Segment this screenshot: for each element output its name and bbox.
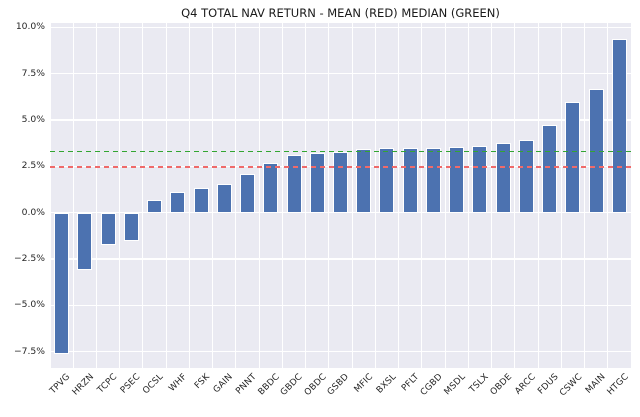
y-tick-label: −2.5% bbox=[13, 253, 45, 265]
x-tick-label-wrap: HTGC bbox=[523, 372, 630, 397]
gridline-vertical bbox=[165, 23, 167, 368]
gridline-horizontal bbox=[50, 351, 631, 353]
bar-WHF bbox=[170, 192, 186, 213]
y-tick-label: 2.5% bbox=[21, 160, 45, 172]
bar-MSDL bbox=[449, 146, 465, 213]
gridline-vertical bbox=[212, 23, 214, 368]
y-tick-label: −5.0% bbox=[13, 299, 45, 311]
gridline-vertical bbox=[607, 23, 609, 368]
bar-OCSL bbox=[147, 199, 163, 213]
bar-PNNT bbox=[240, 173, 256, 213]
gridline-vertical bbox=[514, 23, 516, 368]
gridline-vertical bbox=[467, 23, 469, 368]
gridline-vertical bbox=[281, 23, 283, 368]
bar-TSLX bbox=[472, 146, 488, 213]
gridline-horizontal bbox=[50, 212, 631, 214]
mean-line bbox=[50, 165, 631, 168]
chart-title: Q4 TOTAL NAV RETURN - MEAN (RED) MEDIAN … bbox=[181, 6, 500, 20]
gridline-vertical bbox=[630, 23, 632, 368]
gridline-vertical bbox=[491, 23, 493, 368]
y-tick-label: 10.0% bbox=[15, 21, 45, 33]
bar-GBDC bbox=[286, 155, 302, 213]
gridline-vertical bbox=[584, 23, 586, 368]
x-tick-label-HTGC: HTGC bbox=[605, 372, 631, 398]
gridline-vertical bbox=[95, 23, 97, 368]
gridline-horizontal bbox=[50, 304, 631, 307]
y-tick-label: 0.0% bbox=[21, 206, 45, 218]
gridline-horizontal bbox=[50, 73, 631, 75]
bar-PFLT bbox=[402, 147, 418, 213]
bar-MFIC bbox=[356, 148, 372, 213]
bar-CGBD bbox=[425, 147, 441, 213]
gridline-vertical bbox=[374, 23, 376, 368]
bar-BXSL bbox=[379, 147, 395, 213]
gridline-horizontal bbox=[50, 26, 631, 29]
y-tick-label: 5.0% bbox=[21, 114, 45, 126]
bar-TCPC bbox=[100, 212, 116, 246]
bar-FDUS bbox=[542, 124, 558, 213]
gridline-vertical bbox=[142, 23, 144, 368]
bar-OBDE bbox=[495, 143, 511, 213]
y-tick-label: 7.5% bbox=[21, 67, 45, 79]
bar-CSWC bbox=[565, 102, 581, 213]
gridline-vertical bbox=[421, 23, 423, 368]
gridline-vertical bbox=[444, 23, 446, 368]
gridline-vertical bbox=[398, 23, 400, 368]
bar-GAIN bbox=[216, 184, 232, 213]
bar-ARCC bbox=[518, 139, 534, 213]
bar-HTGC bbox=[611, 38, 627, 213]
bar-MAIN bbox=[588, 88, 604, 213]
median-line bbox=[50, 150, 631, 153]
gridline-horizontal bbox=[50, 258, 631, 260]
gridline-vertical bbox=[188, 23, 190, 368]
gridline-vertical bbox=[258, 23, 260, 368]
gridline-horizontal bbox=[50, 119, 631, 121]
gridline-vertical bbox=[537, 23, 539, 368]
gridline-vertical bbox=[305, 23, 307, 368]
gridline-vertical bbox=[49, 23, 51, 368]
gridline-vertical bbox=[560, 23, 562, 368]
gridline-vertical bbox=[119, 23, 121, 368]
bar-OBDC bbox=[309, 153, 325, 213]
y-tick-label: −7.5% bbox=[13, 345, 45, 357]
gridline-vertical bbox=[351, 23, 353, 368]
bar-FSK bbox=[193, 187, 209, 213]
bar-GSBD bbox=[333, 151, 348, 213]
bar-TPVG bbox=[54, 212, 70, 354]
gridline-vertical bbox=[328, 23, 330, 368]
gridline-vertical bbox=[235, 23, 237, 368]
bar-BBDC bbox=[263, 162, 279, 213]
bar-PSEC bbox=[123, 212, 139, 242]
gridline-vertical bbox=[72, 23, 74, 368]
bar-HRZN bbox=[77, 212, 93, 271]
